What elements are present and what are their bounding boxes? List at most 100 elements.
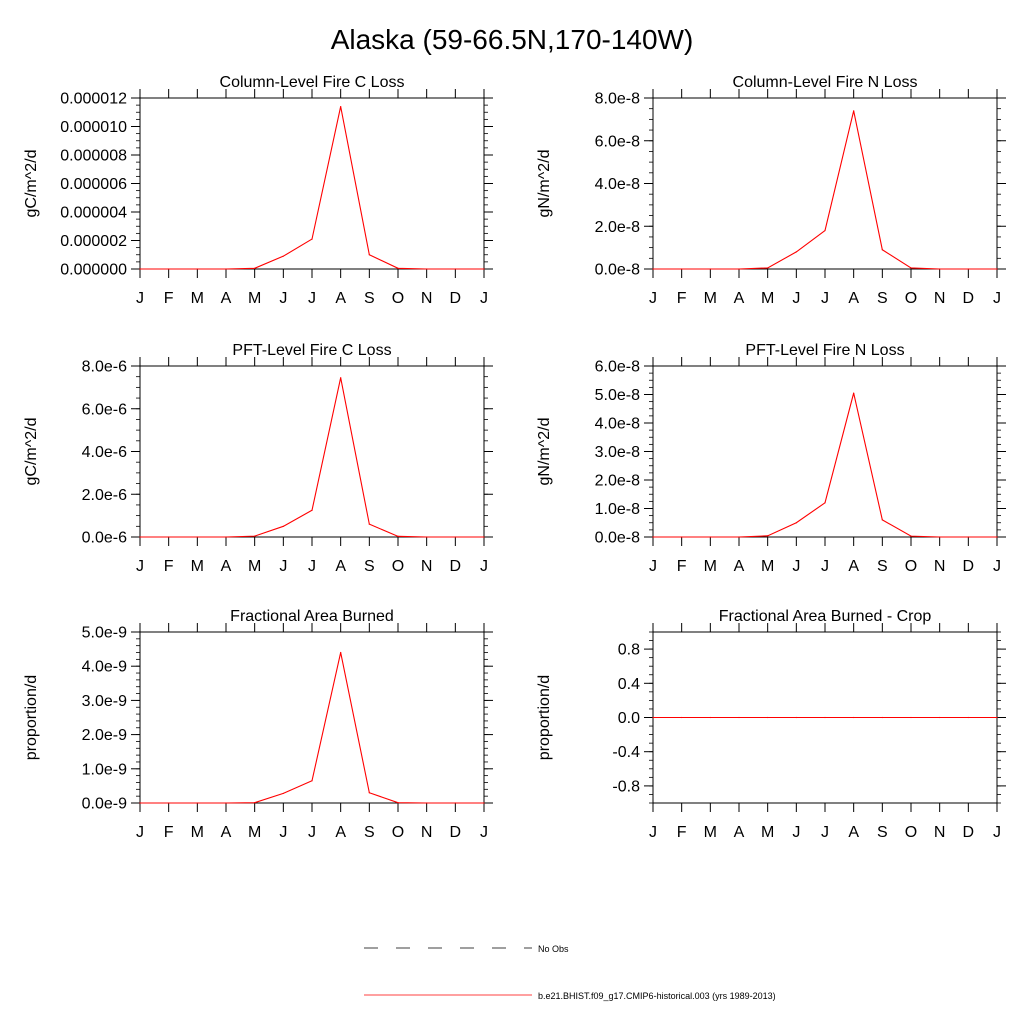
y-axis-label: proportion/d [23, 675, 40, 760]
y-tick-label: 8.0e-6 [82, 359, 127, 376]
data-point [853, 392, 855, 394]
plot-frame [139, 97, 485, 270]
x-tick-label: S [364, 824, 375, 841]
data-point [881, 249, 883, 251]
data-point [340, 105, 342, 108]
y-tick-label: 2.0e-6 [82, 487, 127, 504]
data-point [709, 536, 711, 538]
x-tick-label: A [221, 824, 232, 841]
x-tick-label: M [704, 824, 717, 841]
data-point [681, 536, 683, 538]
chart-title: PFT-Level Fire C Loss [232, 342, 391, 359]
x-tick-label: J [480, 824, 488, 841]
x-tick-label: D [450, 290, 462, 307]
legend-label-model: b.e21.BHIST.f09_g17.CMIP6-historical.003… [538, 991, 776, 1001]
x-tick-label: J [792, 824, 800, 841]
data-point [824, 716, 826, 719]
data-point [967, 716, 969, 719]
data-point [139, 268, 141, 270]
data-point [196, 802, 198, 804]
y-tick-label: -0.4 [612, 744, 640, 761]
data-point [881, 716, 883, 719]
x-tick-label: J [136, 824, 144, 841]
data-point [767, 535, 769, 537]
y-tick-label: 0.0e-6 [82, 530, 127, 547]
y-axis-label: gC/m^2/d [23, 418, 40, 486]
x-tick-label: J [136, 558, 144, 575]
data-point [282, 792, 284, 795]
chart-panel-3: PFT-Level Fire C Loss gC/m^2/d 0.0e-6 2.0e-… [23, 342, 493, 575]
y-tick-label: 0.0e-8 [595, 262, 640, 279]
y-tick-label: 2.0e-9 [82, 727, 127, 744]
x-tick-label: O [905, 824, 917, 841]
plot-frame [139, 631, 485, 804]
x-tick-label: J [480, 558, 488, 575]
y-tick-label: 6.0e-8 [595, 133, 640, 150]
data-point [652, 268, 654, 270]
chart-title: PFT-Level Fire N Loss [745, 342, 904, 359]
x-tick-label: N [934, 558, 946, 575]
x-tick-label: F [677, 824, 687, 841]
x-tick-label: J [136, 290, 144, 307]
x-tick-label: M [248, 290, 261, 307]
data-point [340, 377, 342, 379]
x-tick-label: J [649, 824, 657, 841]
data-point [168, 802, 170, 804]
data-point [996, 536, 998, 538]
data-point [397, 802, 399, 804]
data-point [311, 509, 313, 511]
chart-panel-4: PFT-Level Fire N Loss gN/m^2/d 0.0e-8 1.0e-… [536, 342, 1006, 575]
chart-title: Fractional Area Burned [230, 608, 394, 625]
x-tick-label: F [164, 558, 174, 575]
data-point [368, 792, 370, 794]
data-point [483, 268, 485, 270]
x-tick-label: A [221, 290, 232, 307]
x-tick-label: J [649, 558, 657, 575]
data-point [738, 536, 740, 538]
data-point [426, 536, 428, 538]
data-point [139, 802, 141, 804]
y-tick-label: 3.0e-9 [82, 693, 127, 710]
data-point [939, 536, 941, 538]
x-tick-label: M [191, 824, 204, 841]
data-point [454, 802, 456, 804]
y-tick-label: 4.0e-8 [595, 176, 640, 193]
data-point [282, 255, 284, 257]
data-point [996, 716, 998, 719]
x-tick-label: F [677, 558, 687, 575]
x-tick-label: N [421, 558, 433, 575]
y-axis-label: proportion/d [536, 675, 553, 760]
y-tick-label: 0.8 [618, 642, 640, 659]
x-tick-label: N [421, 290, 433, 307]
x-tick-label: M [191, 558, 204, 575]
x-tick-label: A [734, 558, 745, 575]
y-tick-label: 4.0e-9 [82, 659, 127, 676]
x-tick-label: J [279, 290, 287, 307]
data-point [368, 254, 370, 256]
y-tick-label: 0.4 [618, 676, 640, 693]
y-tick-label: 0.000012 [60, 91, 127, 108]
x-tick-label: J [792, 558, 800, 575]
data-point [738, 268, 740, 270]
x-tick-label: D [450, 558, 462, 575]
data-point [681, 268, 683, 270]
series-line [653, 110, 997, 270]
data-point [483, 536, 485, 538]
y-tick-label: 0.0e-9 [82, 796, 127, 813]
data-point [824, 502, 826, 504]
x-tick-label: S [877, 824, 888, 841]
x-tick-label: J [821, 290, 829, 307]
y-axis-label: gN/m^2/d [536, 418, 553, 486]
legend-label-no-obs: No Obs [538, 944, 569, 954]
data-point [254, 802, 256, 804]
x-tick-label: D [963, 290, 975, 307]
data-point [168, 268, 170, 270]
series-line [653, 392, 997, 538]
data-point [426, 802, 428, 804]
data-point [139, 536, 141, 538]
x-tick-label: M [248, 558, 261, 575]
data-point [397, 535, 399, 537]
data-point [254, 535, 256, 537]
plot-frame [652, 97, 998, 270]
